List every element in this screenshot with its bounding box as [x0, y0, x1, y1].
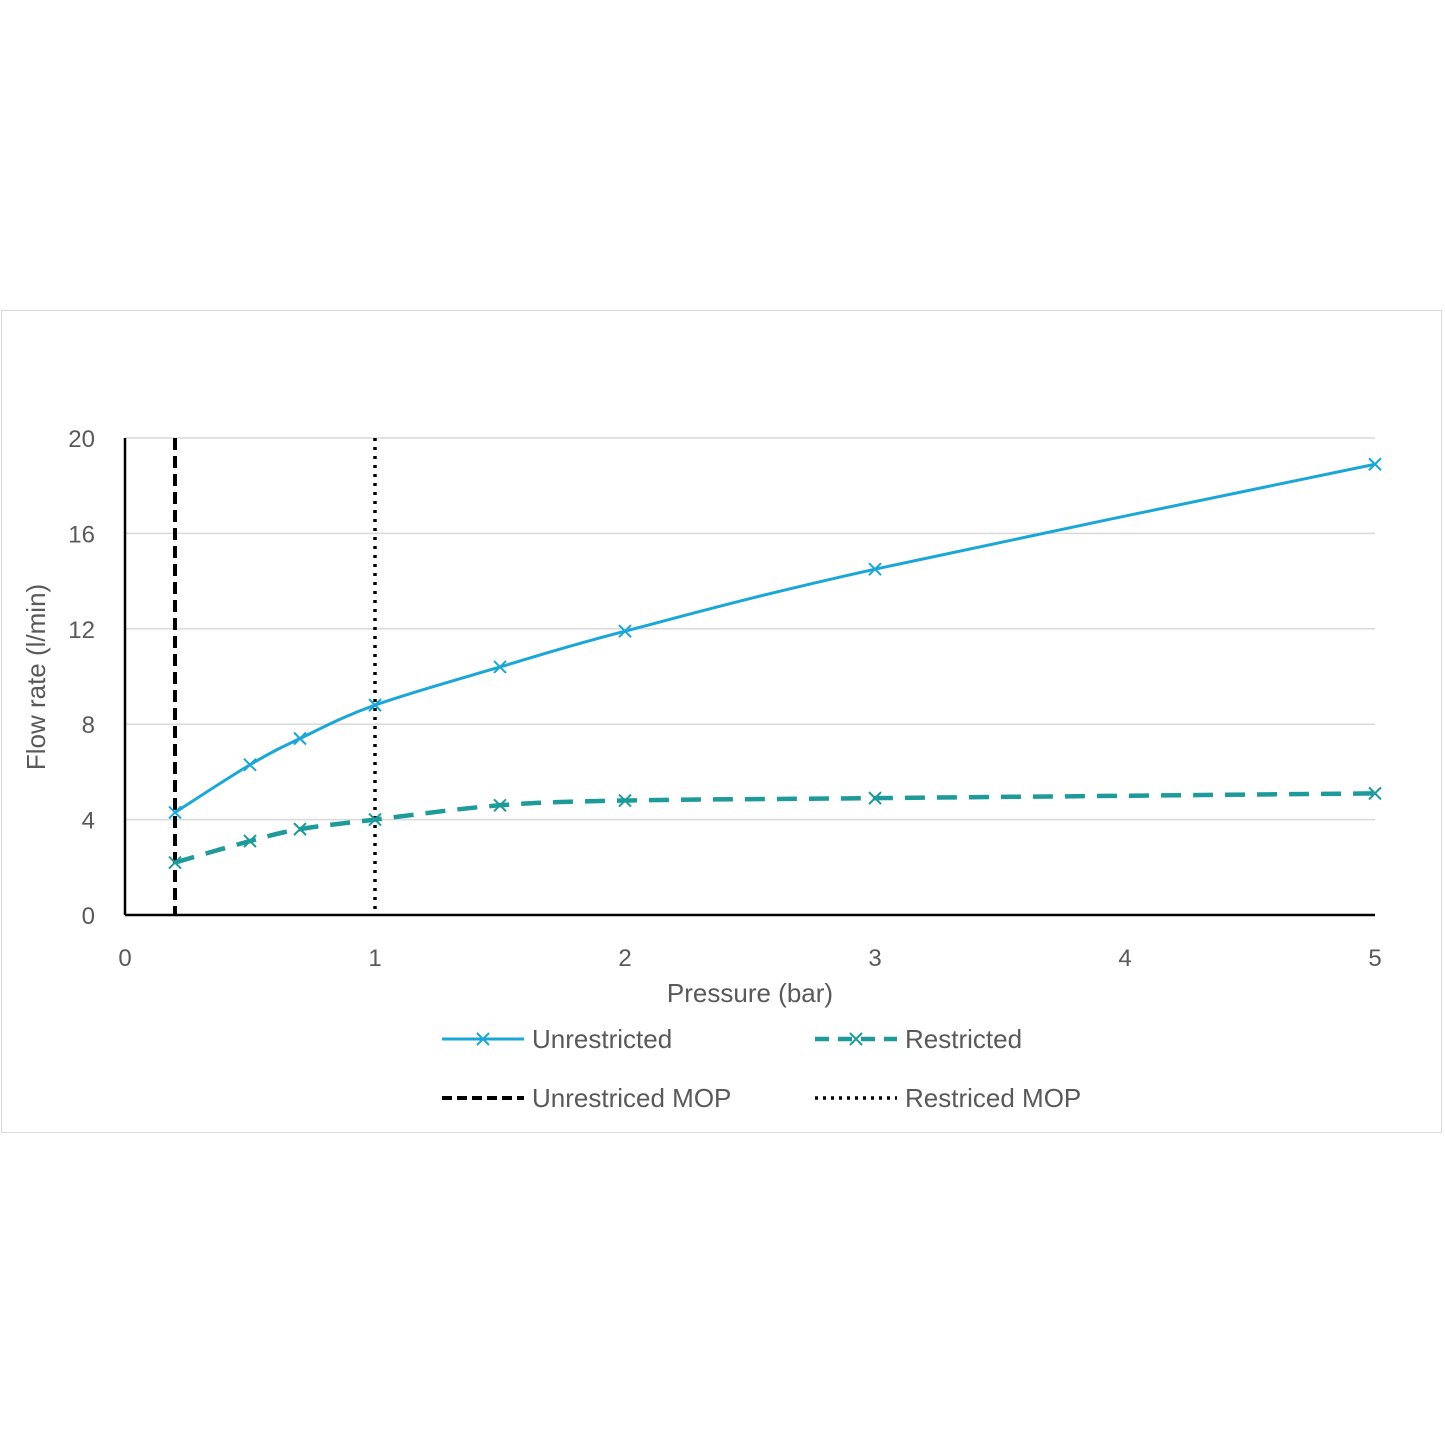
- data-point-marker: [243, 758, 257, 772]
- legend-label: Unrestricted: [532, 1024, 672, 1054]
- x-tick-label: 1: [368, 945, 381, 972]
- x-tick-label: 4: [1118, 945, 1131, 972]
- data-point-marker: [368, 698, 382, 712]
- y-tick-label: 20: [68, 426, 95, 453]
- data-point-marker: [493, 798, 507, 812]
- data-point-marker: [168, 805, 182, 820]
- chart-frame: [1, 310, 1442, 1133]
- series: [168, 457, 1382, 870]
- data-point-marker: [618, 624, 632, 638]
- restricted-line: [174, 791, 1376, 865]
- data-point-marker: [618, 793, 632, 808]
- y-tick-label: 8: [82, 712, 95, 739]
- restricted-series: [168, 786, 1382, 870]
- y-axis-title: Flow rate (l/min): [21, 584, 51, 770]
- data-point-marker: [243, 834, 257, 848]
- data-point-marker: [368, 812, 382, 827]
- y-tick-label: 4: [82, 808, 95, 835]
- data-point-marker: [293, 822, 307, 836]
- legend-label: Unrestriced MOP: [532, 1083, 731, 1113]
- legend-restricted-mop: Restriced MOP: [815, 1083, 1081, 1113]
- unrestricted-line: [174, 462, 1376, 814]
- x-axis-title: Pressure (bar): [667, 978, 833, 1008]
- legend-label: Restriced MOP: [905, 1083, 1081, 1113]
- legend-restricted: Restricted: [815, 1024, 1022, 1054]
- unrestricted-series: [168, 457, 1382, 820]
- data-point-marker: [1368, 457, 1382, 471]
- x-tick-label: 0: [118, 945, 131, 972]
- mop-lines: [173, 438, 377, 915]
- legend-unrestricted: Unrestricted: [442, 1024, 672, 1054]
- x-tick-label: 5: [1368, 945, 1381, 972]
- data-point-marker: [168, 855, 182, 870]
- x-tick-label: 2: [618, 945, 631, 972]
- x-tick-label: 3: [868, 945, 881, 972]
- y-tick-label: 12: [68, 617, 95, 644]
- data-point-marker: [493, 660, 507, 674]
- legend: Unrestricted Restricted Unrestriced MOP Res…: [442, 1024, 1081, 1113]
- gridlines: [125, 437, 1375, 821]
- data-point-marker: [293, 731, 307, 746]
- legend-marker: [849, 1032, 863, 1046]
- legend-label: Restricted: [905, 1024, 1022, 1054]
- axes: [123, 438, 1375, 917]
- data-point-marker: [868, 791, 882, 805]
- data-point-marker: [1368, 786, 1382, 801]
- legend-unrestricted-mop: Unrestriced MOP: [442, 1083, 731, 1113]
- data-point-marker: [868, 562, 882, 576]
- y-tick-label: 0: [82, 903, 95, 930]
- legend-marker: [476, 1032, 490, 1046]
- y-tick-label: 16: [68, 521, 95, 548]
